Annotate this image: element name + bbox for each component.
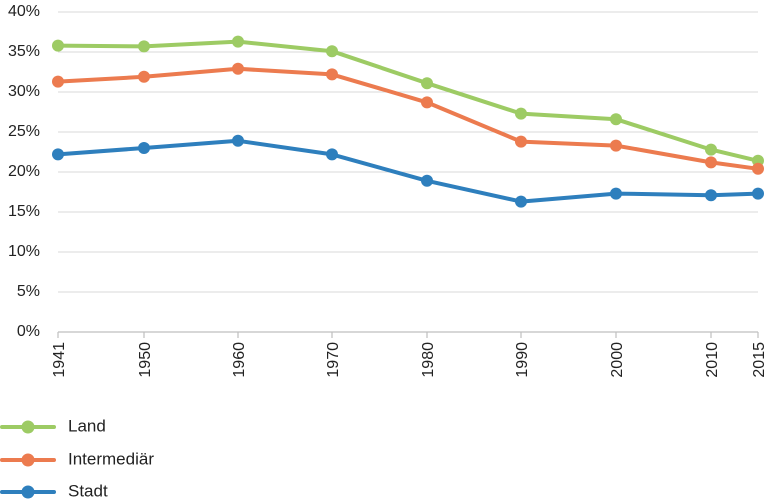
legend: Land Intermediär Stadt [0, 416, 154, 500]
data-point [610, 139, 622, 152]
data-point [326, 68, 338, 81]
x-tick-label: 1950 [137, 342, 154, 378]
data-point [705, 156, 717, 169]
y-tick-label: 35% [8, 43, 40, 60]
data-point [421, 96, 433, 109]
legend-label: Land [68, 416, 106, 435]
legend-item: Stadt [0, 481, 108, 500]
data-point [138, 40, 150, 53]
data-point [705, 143, 717, 156]
legend-label: Intermediär [68, 449, 154, 468]
y-tick-label: 0% [17, 323, 40, 340]
x-axis-ticks: 1941 1950 1960 1970 1980 1990 2000 2010 2015 [51, 332, 768, 378]
data-point [752, 162, 764, 175]
y-tick-label: 10% [8, 243, 40, 260]
x-tick-label: 1970 [325, 342, 342, 378]
x-tick-label: 1960 [231, 342, 248, 378]
data-point [705, 189, 717, 202]
data-point [610, 187, 622, 200]
series-line [56, 66, 760, 171]
data-point [138, 142, 150, 154]
x-tick-label: 1980 [420, 342, 437, 378]
legend-item: Intermediär [0, 449, 154, 468]
y-tick-label: 5% [17, 283, 40, 300]
data-point [515, 107, 527, 120]
series-group [52, 35, 764, 208]
data-point [232, 62, 244, 75]
legend-item: Land [0, 416, 106, 435]
legend-swatch-marker [21, 420, 35, 434]
data-point [421, 174, 433, 187]
x-tick-label: 1941 [51, 342, 68, 378]
data-point [515, 195, 527, 208]
data-point [52, 39, 64, 52]
series-land [52, 35, 764, 167]
series-stadt [52, 134, 764, 208]
series-intermediär [52, 62, 764, 175]
data-point [421, 77, 433, 90]
legend-label: Stadt [68, 481, 108, 500]
y-axis-tick-labels: 0% 5% 10% 15% 20% 25% 30% 35% 40% [8, 3, 40, 340]
y-tick-label: 30% [8, 83, 40, 100]
legend-swatch-marker [21, 485, 35, 499]
x-tick-label: 1990 [514, 342, 531, 378]
data-point [515, 135, 527, 148]
x-tick-label: 2015 [751, 342, 768, 378]
data-point [752, 187, 764, 200]
gridlines [58, 11, 758, 293]
data-point [232, 134, 244, 147]
data-point [138, 70, 150, 83]
data-point [326, 45, 338, 58]
x-tick-label: 2000 [609, 342, 626, 378]
data-point [52, 148, 64, 161]
data-point [326, 148, 338, 161]
y-tick-label: 40% [8, 3, 40, 20]
series-line [56, 39, 760, 163]
data-point [52, 75, 64, 88]
series-line [56, 138, 760, 204]
legend-swatch-marker [21, 453, 35, 467]
y-tick-label: 20% [8, 163, 40, 180]
data-point [610, 113, 622, 126]
data-point [232, 35, 244, 48]
x-tick-label: 2010 [704, 342, 721, 378]
y-tick-label: 15% [8, 203, 40, 220]
y-tick-label: 25% [8, 123, 40, 140]
